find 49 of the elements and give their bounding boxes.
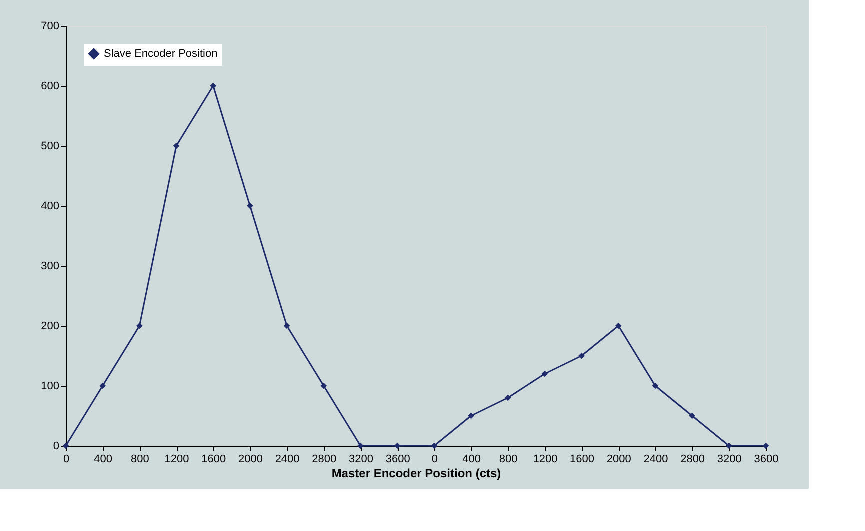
- x-tick-label: 1600: [202, 454, 226, 466]
- point: [726, 442, 732, 450]
- point: [431, 442, 438, 450]
- x-tick-label: 2800: [312, 454, 337, 466]
- x-axis-title: Master Encoder Position (cts): [332, 466, 502, 480]
- x-tick-label: 1600: [570, 454, 595, 466]
- x-tick-label: 800: [499, 454, 518, 466]
- x-tick-label: 3200: [717, 454, 742, 466]
- y-tick-label: 100: [41, 380, 60, 392]
- x-tick-label: 3200: [348, 454, 374, 466]
- point: [762, 442, 770, 450]
- point: [136, 322, 143, 330]
- point: [320, 382, 328, 390]
- y-tick-label: 400: [41, 200, 60, 212]
- point: [689, 412, 696, 420]
- point: [394, 442, 401, 450]
- y-tick-label: 500: [41, 140, 60, 152]
- point: [652, 382, 659, 390]
- legend-label: Slave Encoder Position: [104, 48, 218, 60]
- x-tick-label: 2400: [644, 454, 668, 466]
- x-tick-label: 800: [131, 454, 150, 466]
- x-tick-label: 1200: [533, 454, 558, 466]
- x-tick-label: 400: [462, 454, 481, 466]
- x-tick-label: 2400: [275, 454, 300, 466]
- x-tick-label: 3600: [386, 454, 410, 466]
- x-tick-label: 400: [94, 454, 113, 466]
- y-tick-label: 0: [53, 440, 60, 452]
- point: [284, 322, 290, 330]
- x-tick-label: 2800: [680, 454, 706, 466]
- point: [210, 82, 217, 90]
- point: [615, 322, 622, 330]
- point: [542, 370, 548, 378]
- y-tick-label: 300: [41, 260, 60, 272]
- point: [578, 352, 585, 360]
- y-tick-label: 700: [41, 20, 60, 32]
- point: [247, 202, 254, 210]
- point: [358, 442, 364, 450]
- y-tick-label: 600: [41, 80, 60, 92]
- point: [468, 412, 474, 420]
- point: [173, 142, 180, 150]
- x-tick-label: 2000: [606, 454, 632, 466]
- x-tick-label: 3600: [754, 454, 779, 466]
- y-tick-label: 200: [41, 320, 60, 332]
- x-tick-label: 0: [63, 454, 70, 466]
- point: [100, 382, 106, 390]
- x-tick-label: 0: [432, 454, 438, 466]
- x-tick-label: 2000: [238, 454, 263, 466]
- x-tick-label: 1200: [164, 454, 190, 466]
- point: [504, 394, 512, 402]
